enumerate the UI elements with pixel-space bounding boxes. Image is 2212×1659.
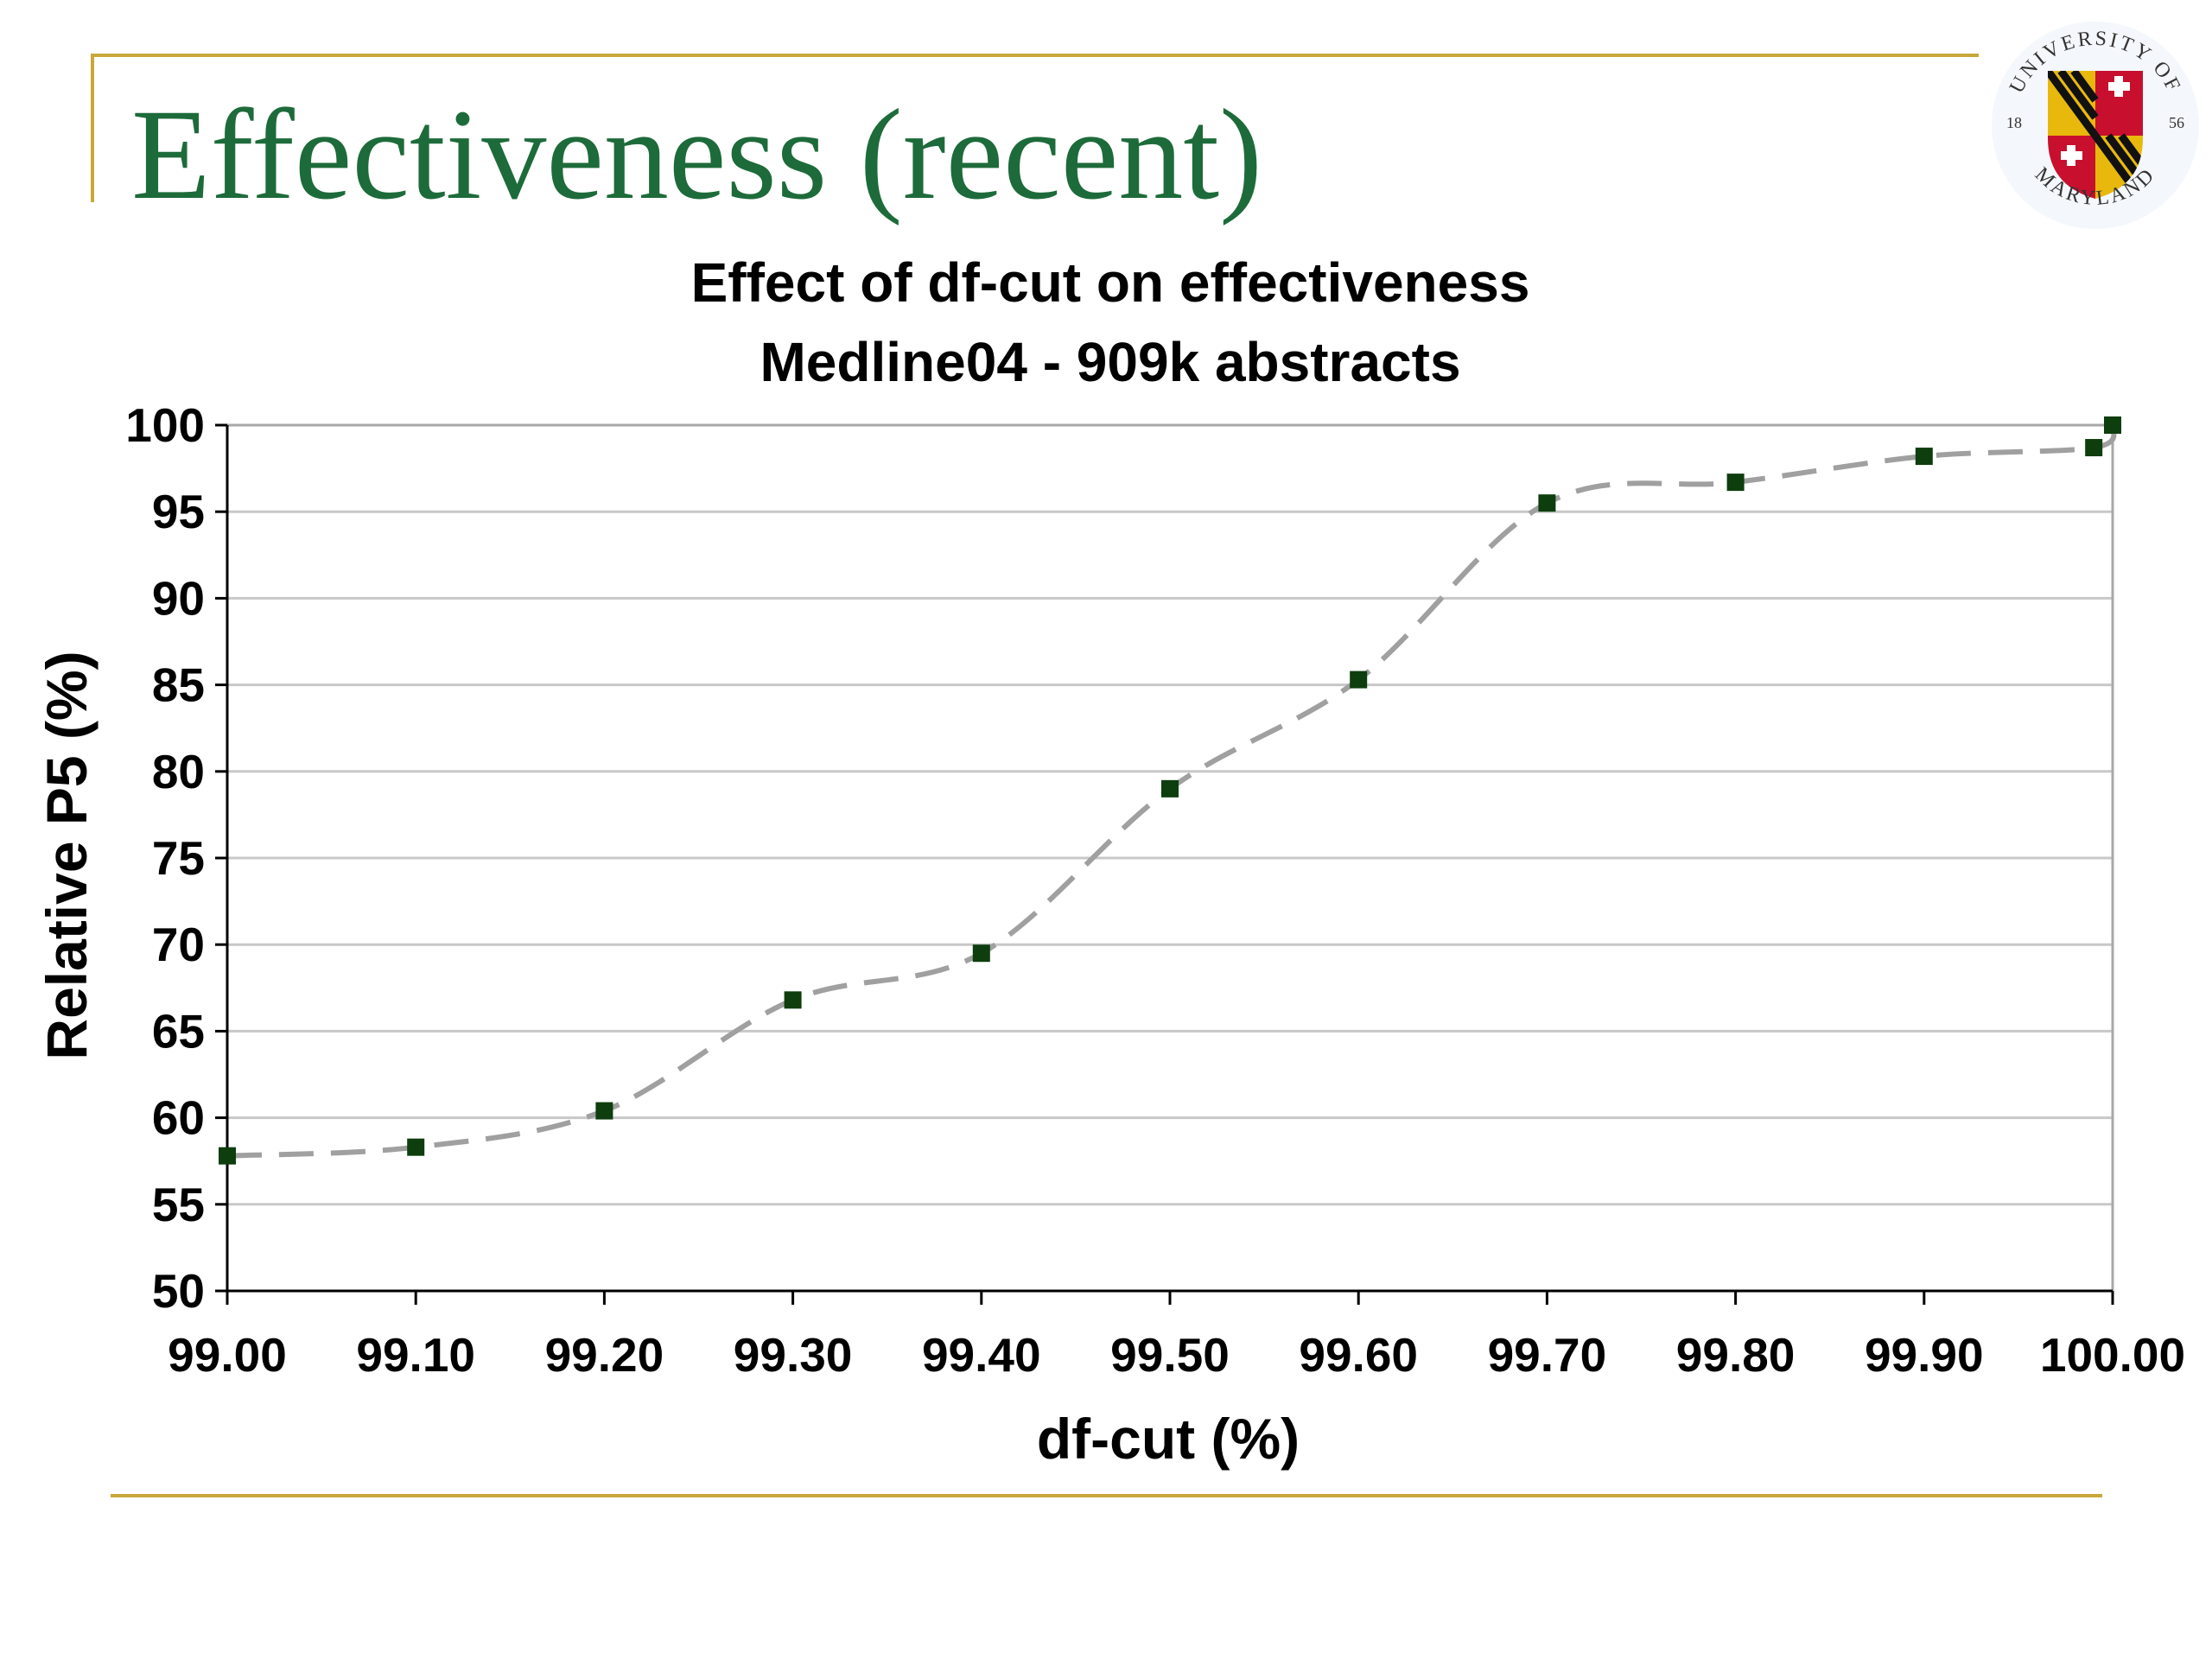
slide-frame-bottom <box>111 1494 2102 1497</box>
y-tick-label: 50 <box>152 1264 205 1318</box>
data-point-marker <box>1915 448 1933 466</box>
x-tick-label: 99.80 <box>1676 1328 1796 1382</box>
y-tick-label: 85 <box>152 658 205 712</box>
x-tick-label: 99.40 <box>922 1328 1041 1382</box>
university-logo: UNIVERSITY OF MARYLAND 18 56 <box>1992 22 2199 229</box>
y-axis-label: Relative P5 (%) <box>35 651 99 1059</box>
chart-title-line2: Medline04 - 909k abstracts <box>760 331 1460 393</box>
y-tick-label: 90 <box>152 571 205 625</box>
x-tick-label: 99.90 <box>1865 1328 1984 1382</box>
x-tick-label: 99.30 <box>734 1328 853 1382</box>
data-point-marker <box>2104 416 2121 434</box>
y-tick-label: 65 <box>152 1004 205 1058</box>
x-tick-label: 99.10 <box>356 1328 475 1382</box>
data-point-marker <box>407 1138 425 1156</box>
y-tick-label: 75 <box>152 831 205 885</box>
data-point-marker <box>1726 474 1745 492</box>
x-tick-label: 99.70 <box>1488 1328 1607 1382</box>
slide-frame-left <box>91 54 94 202</box>
y-tick-label: 100 <box>125 398 205 452</box>
x-tick-label: 99.60 <box>1299 1328 1418 1382</box>
chart-title-line1: Effect of df-cut on effectiveness <box>691 251 1530 314</box>
slide-title: Effectiveness (recent) <box>131 83 1262 226</box>
data-point-marker <box>784 991 802 1009</box>
y-tick-label: 60 <box>152 1091 205 1145</box>
logo-year-right: 56 <box>2169 114 2184 131</box>
data-point-marker <box>595 1102 613 1120</box>
y-tick-label: 55 <box>152 1178 205 1231</box>
x-axis-label: df-cut (%) <box>1037 1407 1300 1471</box>
data-point-marker <box>219 1147 236 1165</box>
data-point-marker <box>1538 494 1556 512</box>
y-tick-label: 80 <box>152 745 205 798</box>
data-point-marker <box>1350 671 1368 689</box>
logo-year-left: 18 <box>2006 114 2022 131</box>
y-axis-ticks: 50 55 60 65 70 75 80 85 90 95 100 <box>125 398 227 1318</box>
data-point-marker <box>1161 779 1179 798</box>
x-tick-label: 99.50 <box>1110 1328 1230 1382</box>
slide-frame-top <box>92 54 1979 57</box>
x-tick-label: 100.00 <box>2040 1328 2185 1382</box>
x-axis-ticks: 99.00 99.10 99.20 99.30 99.40 99.50 99.60 99.70… <box>168 1291 2185 1382</box>
series-line <box>226 423 2117 1159</box>
data-point-marker <box>2085 439 2103 457</box>
x-tick-label: 99.00 <box>168 1328 287 1382</box>
x-tick-label: 99.20 <box>545 1328 664 1382</box>
gridlines <box>227 423 2113 1206</box>
series <box>219 416 2121 1165</box>
y-tick-label: 95 <box>152 485 205 538</box>
data-point-marker <box>972 944 990 963</box>
y-tick-label: 70 <box>152 918 205 971</box>
